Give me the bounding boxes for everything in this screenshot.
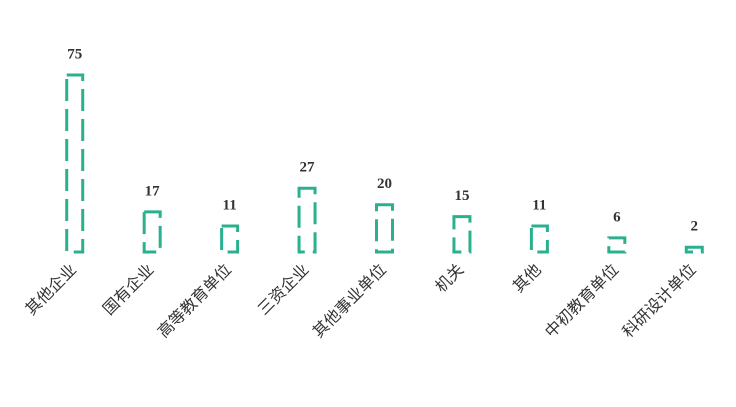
value-label: 2 <box>691 219 699 235</box>
x-tick-label: 中初教育单位 <box>542 261 623 342</box>
value-label: 20 <box>377 176 392 192</box>
bar <box>220 224 240 254</box>
value-label: 11 <box>532 197 546 213</box>
x-tick-label: 其他事业单位 <box>309 261 390 342</box>
x-tick-label: 国有企业 <box>100 261 158 319</box>
x-tick-label: 其他企业 <box>22 261 80 319</box>
bar <box>452 215 472 254</box>
x-tick-label: 三资企业 <box>254 261 312 319</box>
bar <box>529 224 549 254</box>
value-label: 27 <box>300 160 316 176</box>
x-tick-label: 其他 <box>509 261 544 296</box>
x-tick-label: 高等教育单位 <box>154 261 235 342</box>
bar <box>65 73 85 254</box>
value-label: 11 <box>223 197 237 213</box>
bar <box>684 245 704 254</box>
x-tick-label: 科研设计单位 <box>619 261 700 342</box>
value-label: 75 <box>67 46 82 62</box>
bar <box>607 236 627 254</box>
value-label: 15 <box>454 188 469 204</box>
bar <box>142 210 162 254</box>
value-label: 17 <box>145 183 161 199</box>
x-tick-label: 机关 <box>432 261 467 296</box>
bar <box>375 203 394 254</box>
value-label: 6 <box>613 209 621 225</box>
bar <box>297 186 317 254</box>
